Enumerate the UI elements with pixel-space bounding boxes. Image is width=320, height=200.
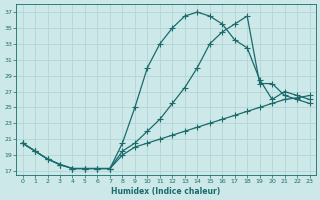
X-axis label: Humidex (Indice chaleur): Humidex (Indice chaleur) xyxy=(111,187,221,196)
